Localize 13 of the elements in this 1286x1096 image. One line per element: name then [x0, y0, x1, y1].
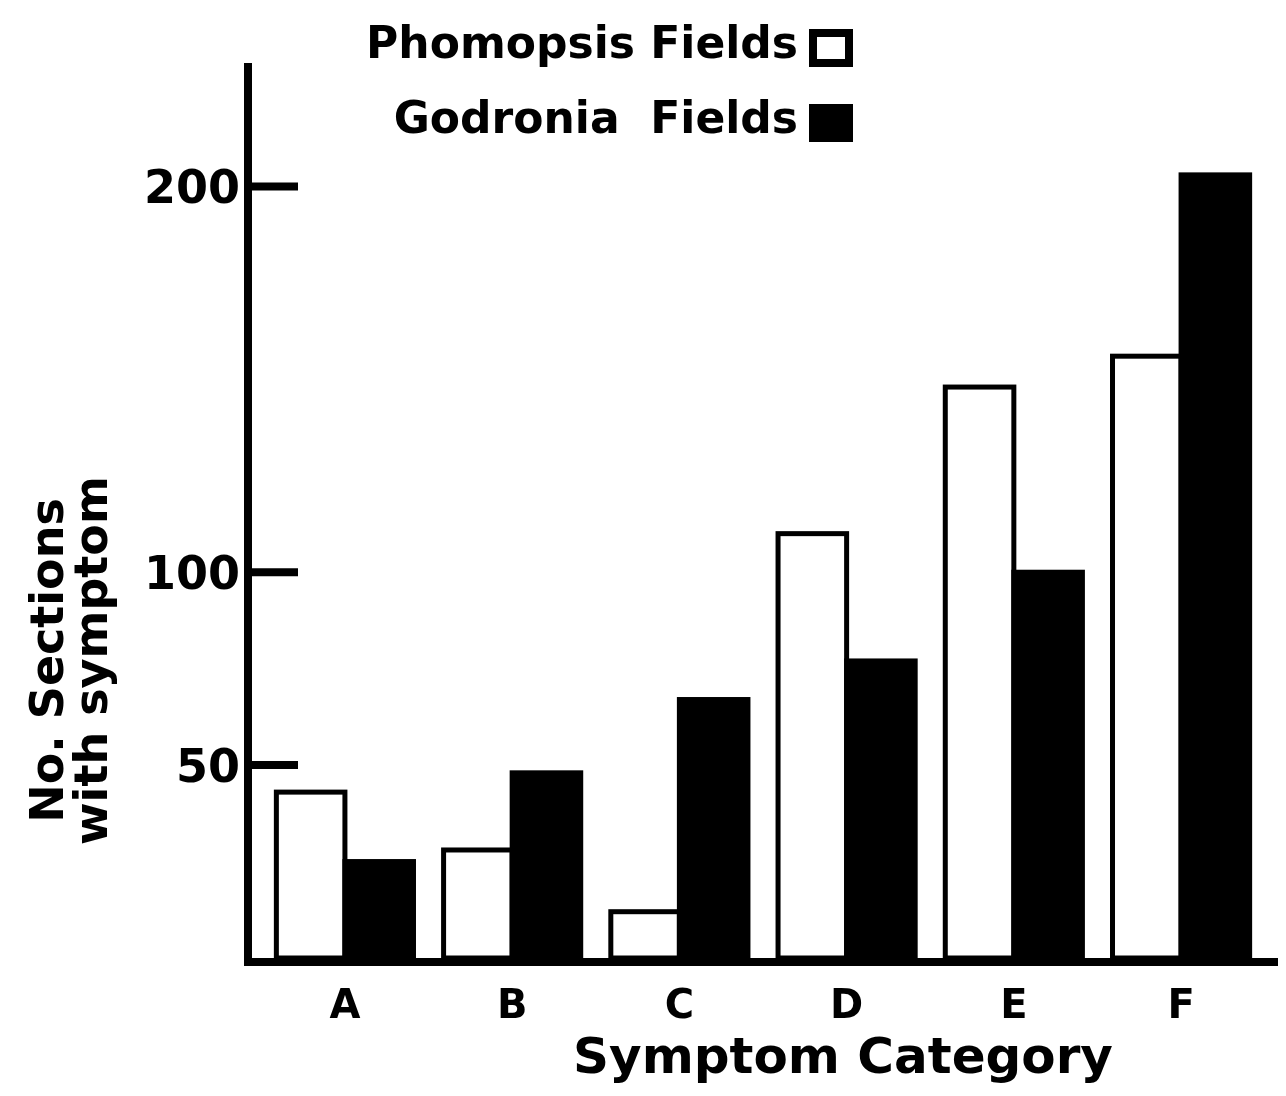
x-tick-label: E [1000, 981, 1028, 1027]
x-tick-label: A [329, 981, 361, 1027]
x-axis-title: Symptom Category [573, 1027, 1113, 1085]
x-tick-label: B [496, 981, 528, 1027]
y-tick-label: 200 [143, 160, 240, 215]
x-tick-label: D [830, 981, 864, 1027]
legend-label: Godronia Fields [393, 92, 798, 143]
x-tick-label: F [1167, 981, 1195, 1027]
y-tick-label: 100 [143, 545, 240, 600]
y-axis-title: No. Sections with symptom [20, 476, 118, 845]
legend-label: Phomopsis Fields [366, 17, 798, 68]
y-tick-label: 50 [175, 738, 240, 793]
x-tick-label: C [664, 981, 695, 1027]
